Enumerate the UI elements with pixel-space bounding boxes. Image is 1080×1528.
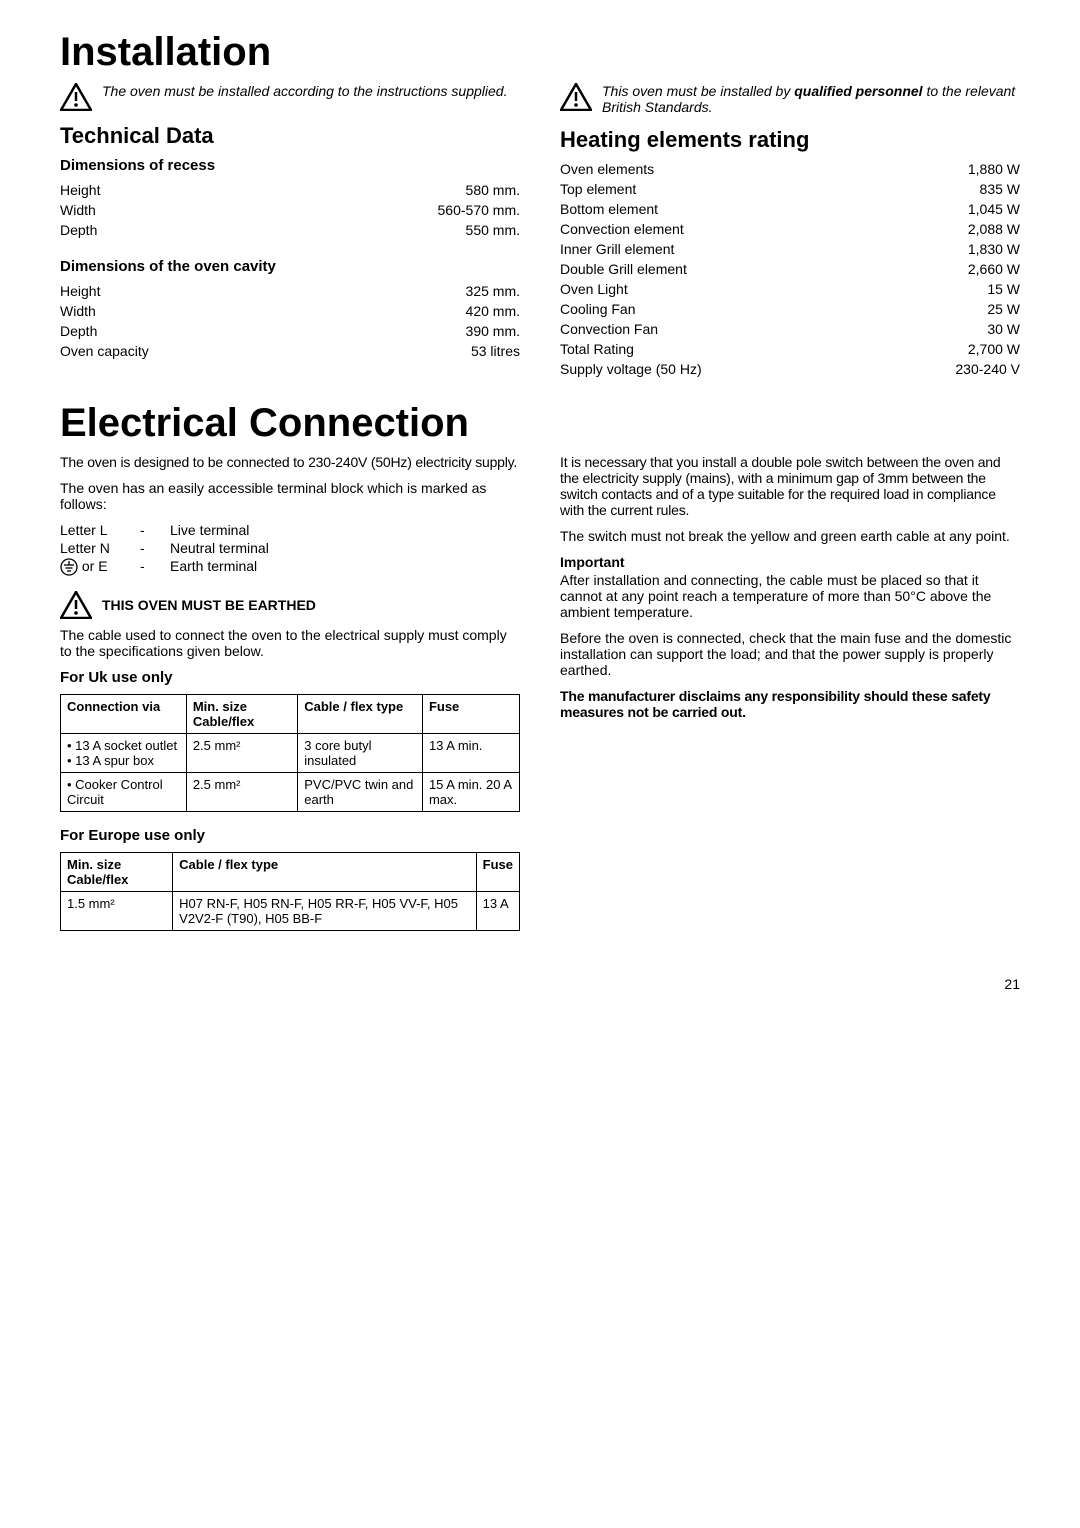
earth-icon [60, 558, 78, 576]
spec-row: Total Rating2,700 W [560, 341, 1020, 357]
page-number: 21 [60, 976, 1020, 992]
warning-left-text: The oven must be installed according to … [102, 83, 507, 99]
spec-row: Double Grill element2,660 W [560, 261, 1020, 277]
spec-row: Height580 mm. [60, 182, 520, 198]
recess-title: Dimensions of recess [60, 157, 520, 174]
spec-row: Depth390 mm. [60, 323, 520, 339]
right-p2: The switch must not break the yellow and… [560, 528, 1020, 544]
important-label: Important [560, 554, 625, 570]
terminal-row: Letter N - Neutral terminal [60, 540, 520, 556]
technical-title: Technical Data [60, 123, 520, 149]
eu-title: For Europe use only [60, 827, 520, 844]
electrical-title: Electrical Connection [60, 401, 1020, 446]
right-p5: The manufacturer disclaims any responsib… [560, 688, 990, 720]
warning-icon [60, 591, 92, 619]
spec-row: Width560-570 mm. [60, 202, 520, 218]
warning-right: This oven must be installed by qualified… [560, 83, 1020, 115]
earthed-text: THIS OVEN MUST BE EARTHED [102, 597, 316, 613]
warning-icon [560, 83, 592, 111]
installation-title: Installation [60, 30, 1020, 75]
eu-table: Min. size Cable/flex Cable / flex type F… [60, 852, 520, 931]
spec-row: Convection Fan30 W [560, 321, 1020, 337]
spec-row: Top element835 W [560, 181, 1020, 197]
uk-table: Connection via Min. size Cable/flex Cabl… [60, 694, 520, 812]
terminal-row-earth: or E - Earth terminal [60, 558, 520, 576]
heating-title: Heating elements rating [560, 127, 1020, 153]
warning-right-text: This oven must be installed by qualified… [602, 83, 1020, 115]
spec-row: Bottom element1,045 W [560, 201, 1020, 217]
warning-icon [60, 83, 92, 111]
spec-row: Oven elements1,880 W [560, 161, 1020, 177]
spec-row: Depth550 mm. [60, 222, 520, 238]
electrical-intro-1: The oven is designed to be connected to … [60, 454, 520, 470]
electrical-intro-2: The oven has an easily accessible termin… [60, 480, 520, 512]
terminal-row: Letter L - Live terminal [60, 522, 520, 538]
spec-row: Supply voltage (50 Hz)230-240 V [560, 361, 1020, 377]
spec-row: Oven capacity53 litres [60, 343, 520, 359]
right-p1: It is necessary that you install a doubl… [560, 454, 1020, 518]
cavity-title: Dimensions of the oven cavity [60, 258, 520, 275]
spec-row: Oven Light15 W [560, 281, 1020, 297]
spec-row: Height325 mm. [60, 283, 520, 299]
right-p3: After installation and connecting, the c… [560, 572, 1020, 620]
spec-row: Cooling Fan25 W [560, 301, 1020, 317]
spec-row: Inner Grill element1,830 W [560, 241, 1020, 257]
spec-row: Width420 mm. [60, 303, 520, 319]
uk-title: For Uk use only [60, 669, 520, 686]
spec-row: Convection element2,088 W [560, 221, 1020, 237]
warning-left: The oven must be installed according to … [60, 83, 520, 111]
cable-text: The cable used to connect the oven to th… [60, 627, 520, 659]
right-p4: Before the oven is connected, check that… [560, 630, 1020, 678]
earthed-warning: THIS OVEN MUST BE EARTHED [60, 591, 520, 619]
